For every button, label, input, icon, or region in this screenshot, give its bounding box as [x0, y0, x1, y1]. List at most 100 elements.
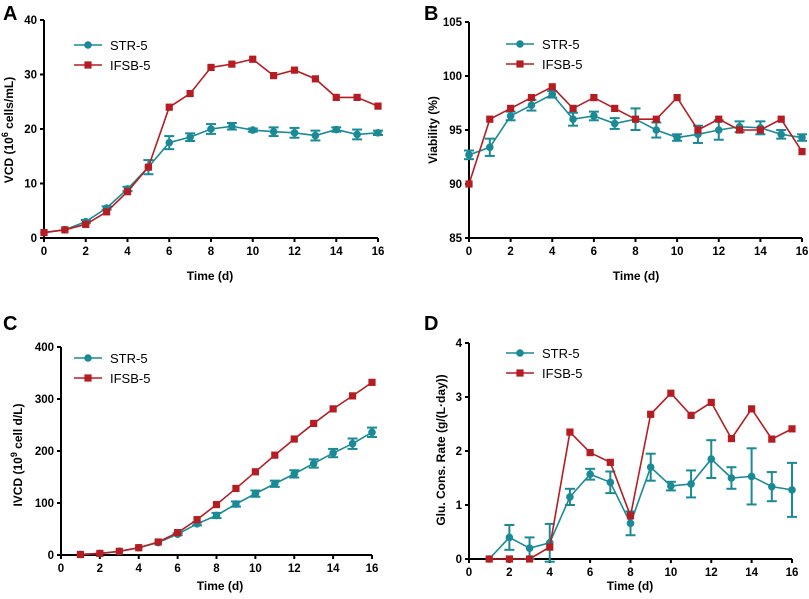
panel-a-ifsb-5-point — [40, 228, 48, 237]
panel-d-ifsb-5-point — [768, 435, 776, 443]
panel-d-str-5-line — [488, 457, 793, 560]
panel-d-str-5-point — [707, 455, 716, 463]
panel-d-ifsb-5-line — [489, 392, 793, 560]
panel-d-str-5-point — [505, 533, 514, 542]
panel-b-x-tick-label: 14 — [754, 246, 767, 258]
panel-b-str-5-point — [465, 151, 473, 159]
panel-d-str-5-point — [727, 474, 736, 482]
panel-c-ifsb-5-legend-entry: IFSB-5 — [74, 371, 150, 386]
panel-c-y-tick-label: 0 — [48, 550, 54, 562]
panel-d-str-5-point — [606, 478, 615, 487]
panel-c-x-tick-label: 12 — [288, 563, 301, 575]
panel-b-ifsb-5-point — [777, 115, 785, 123]
panel-b-str-5-point — [652, 126, 661, 134]
panel-b-ifsb-5-point — [673, 94, 681, 102]
panel-d-y-tick-label: 4 — [456, 338, 463, 350]
panel-d-ifsb-5-point — [485, 555, 493, 563]
panel-c-ifsb-5-point — [154, 538, 162, 546]
panel-a-ifsb-5-point — [186, 89, 194, 98]
panel-b-ifsb-5-line — [468, 85, 803, 185]
panel-c-ifsb-5-line — [80, 381, 373, 556]
panel-a-y-axis-label: VCD (106 cells/mL) — [0, 77, 16, 183]
panel-a-str-5-point — [269, 127, 278, 136]
panel-d-y-tick-label: 0 — [456, 554, 462, 566]
panel-a-ifsb-5-line — [43, 58, 379, 234]
panel-c-ifsb-5-point — [232, 484, 240, 493]
panel-a-x-axis-label: Time (d) — [187, 269, 233, 283]
panel-a-ifsb-5-point — [82, 220, 90, 228]
panel-c-ifsb-5-point — [115, 547, 123, 555]
panel-d-ifsb-5-point — [566, 428, 574, 436]
panel-d-ifsb-5-point — [788, 425, 796, 433]
panel-d-ifsb-5-point — [727, 434, 736, 443]
panel-a-x-tick-label: 14 — [330, 246, 343, 258]
panel-d-x-tick-label: 16 — [786, 567, 799, 579]
panel-c-y-tick-label: 200 — [35, 446, 54, 458]
panel-b-y-tick-label: 85 — [449, 233, 462, 245]
panel-b-ifsb-5-point — [798, 148, 806, 156]
svg-text:STR-5: STR-5 — [542, 37, 580, 52]
panel-d-x-axis-label: Time (d) — [607, 579, 653, 593]
panel-b-str-5-legend-entry: STR-5 — [506, 37, 580, 52]
panel-a-str-5-point — [290, 129, 299, 137]
svg-text:IFSB-5: IFSB-5 — [110, 58, 150, 73]
panel-b-x-tick-label: 16 — [796, 246, 809, 258]
panel-a-ifsb-5-point — [353, 93, 361, 101]
panel-c-x-tick-label: 0 — [58, 563, 64, 575]
svg-text:STR-5: STR-5 — [110, 38, 148, 53]
panel-b-plot: 0 2 4 6 8 10 12 14 16 85 90 95 100 105 STR-5 IFSB-5 — [443, 17, 809, 258]
panel-c-str-5-legend-entry: STR-5 — [74, 351, 148, 366]
panel-a-x-tick-label: 2 — [83, 246, 89, 258]
panel-b-ifsb-5-point — [611, 104, 619, 112]
panel-b-y-tick-label: 90 — [449, 179, 462, 191]
panel-a-str-5-point — [353, 130, 361, 139]
panel-c-str-5-point — [251, 489, 260, 498]
panel-b-str-5-point — [610, 119, 619, 128]
panel-a-letter: A — [3, 3, 17, 25]
panel-c-ifsb-5-point — [368, 378, 376, 386]
panel-d-str-5-point — [646, 463, 655, 472]
panel-c-str-5-point — [271, 479, 279, 488]
panel-c-str-5-line — [80, 431, 373, 556]
panel-a-x-tick-label: 12 — [288, 246, 301, 258]
panel-d-x-tick-label: 2 — [506, 567, 512, 579]
panel-c-ifsb-5-point — [212, 500, 221, 509]
panel-c-ifsb-5-point — [348, 392, 357, 400]
panel-a-str-5-line — [43, 125, 379, 234]
panel-d-str-5-point — [525, 544, 534, 552]
panel-b-y-tick-label: 95 — [449, 125, 462, 137]
panel-c-ifsb-5-point — [193, 516, 201, 524]
panel-a-ifsb-5-point — [374, 102, 382, 110]
panel-a-ifsb-5-point — [103, 208, 111, 216]
panel-c-x-axis-label: Time (d) — [197, 579, 243, 593]
panel-a-ifsb-5-point — [165, 103, 173, 111]
panel-c-str-5-point — [232, 500, 240, 508]
panel-a-str-5-legend-entry: STR-5 — [74, 38, 148, 53]
panel-b-ifsb-5-point — [465, 180, 473, 188]
panel-c-ifsb-5-point — [310, 419, 318, 428]
panel-d-ifsb-5-point — [505, 555, 513, 563]
panel-b-ifsb-5-point — [735, 126, 744, 134]
panel-b-ifsb-5-point — [652, 115, 660, 123]
panel-c-ifsb-5-point — [271, 451, 279, 459]
panel-d-x-tick-label: 0 — [466, 567, 472, 579]
panel-d-str-5-point — [768, 482, 776, 491]
panel-d-ifsb-5-point — [606, 458, 614, 466]
panel-b-str-5-point — [714, 126, 723, 134]
panel-b-ifsb-5-point — [548, 83, 556, 91]
svg-text:STR-5: STR-5 — [542, 346, 580, 361]
svg-text:IFSB-5: IFSB-5 — [542, 57, 582, 72]
panel-b-str-5-point — [798, 133, 806, 142]
panel-c-str-5-point — [329, 449, 337, 457]
panel-a-ifsb-5-point — [228, 60, 236, 68]
panel-d-y-tick-label: 2 — [456, 446, 462, 458]
panel-a-ifsb-5-legend-entry: IFSB-5 — [74, 58, 150, 73]
panel-d-letter: D — [424, 313, 438, 335]
panel-a-str-5-point — [207, 125, 215, 133]
panel-b-y-axis-label: Viability (%) — [426, 96, 440, 164]
panel-c-ifsb-5-point — [174, 529, 182, 537]
panel-b-x-axis-label: Time (d) — [613, 269, 659, 283]
panel-a-ifsb-5-point — [311, 75, 319, 83]
panel-d-x-tick-label: 8 — [627, 567, 634, 579]
panel-d-str-5-point — [566, 493, 574, 501]
